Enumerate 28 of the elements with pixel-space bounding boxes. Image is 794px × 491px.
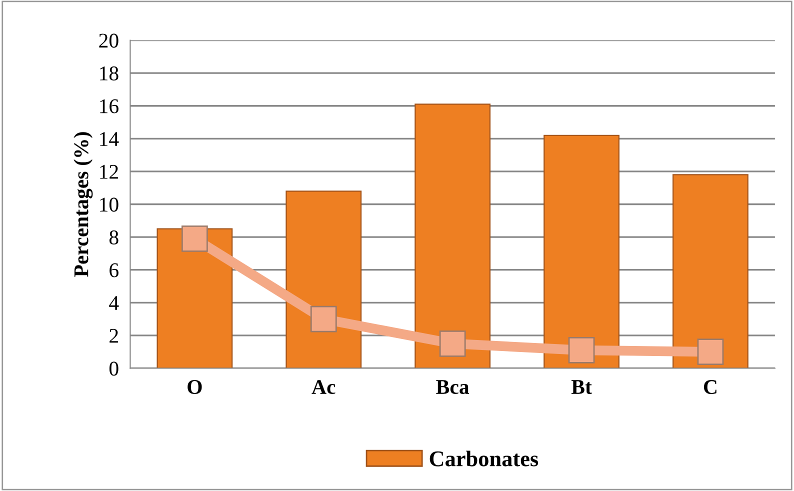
y-tick-label: 16: [100, 99, 118, 114]
x-tick-label: O: [188, 380, 202, 394]
y-tick-label: 14: [100, 132, 119, 146]
point: [310, 306, 337, 332]
y-tick-label: 4: [109, 296, 119, 310]
x-tick-label: C: [704, 380, 716, 394]
y-tick-label: 2: [110, 328, 118, 343]
y-axis-title: Percentages (%): [74, 132, 93, 277]
point: [568, 337, 595, 364]
y-tick-label: 10: [100, 198, 118, 212]
y-tick-label: 6: [110, 263, 118, 278]
bar: [672, 174, 748, 368]
x-tick-label: Bt: [571, 380, 592, 394]
y-tick-label: 12: [100, 164, 118, 179]
point: [181, 226, 208, 252]
point: [439, 330, 466, 357]
point: [697, 338, 724, 366]
y-tick-label: 8: [109, 230, 118, 244]
legend-label: Carbonates: [430, 450, 538, 466]
bar: [286, 190, 362, 368]
bar: [156, 228, 233, 368]
y-tick-label: 0: [109, 362, 118, 376]
y-tick-label: 20: [99, 34, 118, 48]
bar: [544, 134, 620, 368]
bar: [414, 104, 491, 368]
y-tick-label: 18: [100, 66, 118, 80]
x-tick-label: Bca: [436, 380, 470, 394]
x-tick-label: Ac: [312, 380, 336, 394]
